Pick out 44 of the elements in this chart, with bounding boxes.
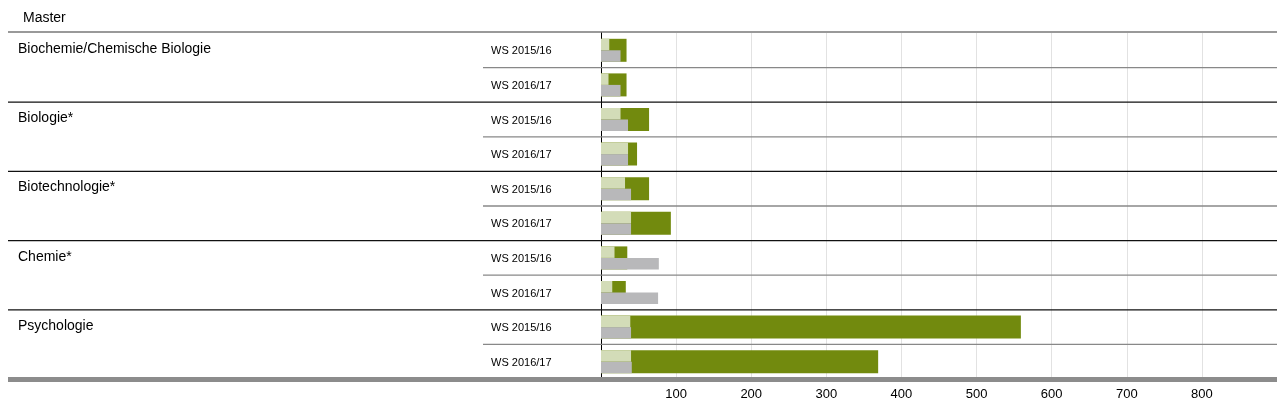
x-tick-label: 500 <box>965 386 988 401</box>
x-tick-label: 600 <box>1040 386 1063 401</box>
bar <box>601 246 615 258</box>
bar <box>601 211 632 224</box>
bar <box>601 281 613 293</box>
x-tick-label: 700 <box>1115 386 1138 401</box>
text: Biologie* <box>18 109 74 126</box>
y-tick-label: WS 2016/17 <box>491 355 552 368</box>
y-tick-label: WS 2016/17 <box>491 217 552 230</box>
bar <box>601 361 632 374</box>
bar <box>601 154 629 166</box>
text: Master <box>23 9 67 25</box>
y-tick-label: WS 2016/17 <box>491 78 552 91</box>
bar <box>601 50 621 62</box>
y-tick-label: WS 2015/16 <box>491 182 552 195</box>
bar <box>601 257 659 270</box>
bar <box>601 188 632 201</box>
bar <box>601 177 626 189</box>
bar <box>601 327 632 339</box>
bar <box>601 38 610 51</box>
text: Biotechnologie* <box>18 178 116 195</box>
y-tick-label: WS 2016/17 <box>491 286 552 299</box>
y-tick-label: WS 2016/17 <box>491 148 552 161</box>
y-tick-label: WS 2015/16 <box>491 113 552 126</box>
text: Psychologie <box>18 316 94 333</box>
bar <box>601 84 621 97</box>
x-tick-label: 200 <box>740 386 763 401</box>
y-tick-label: WS 2015/16 <box>491 44 552 57</box>
bar <box>601 108 621 120</box>
bar <box>601 73 609 85</box>
bar <box>601 223 632 235</box>
bar <box>601 119 629 131</box>
bar <box>601 142 629 155</box>
x-tick-label: 400 <box>890 386 913 401</box>
y-tick-label: WS 2015/16 <box>491 321 552 334</box>
text: Chemie* <box>18 247 73 264</box>
x-tick-label: 300 <box>815 386 838 401</box>
text: Biochemie/Chemische Biologie <box>18 40 212 56</box>
bar <box>601 315 631 328</box>
bar <box>601 350 632 362</box>
x-tick-label: 800 <box>1191 386 1213 401</box>
x-tick-label: 100 <box>665 386 687 401</box>
bar <box>601 292 659 304</box>
y-tick-label: WS 2015/16 <box>491 251 552 264</box>
